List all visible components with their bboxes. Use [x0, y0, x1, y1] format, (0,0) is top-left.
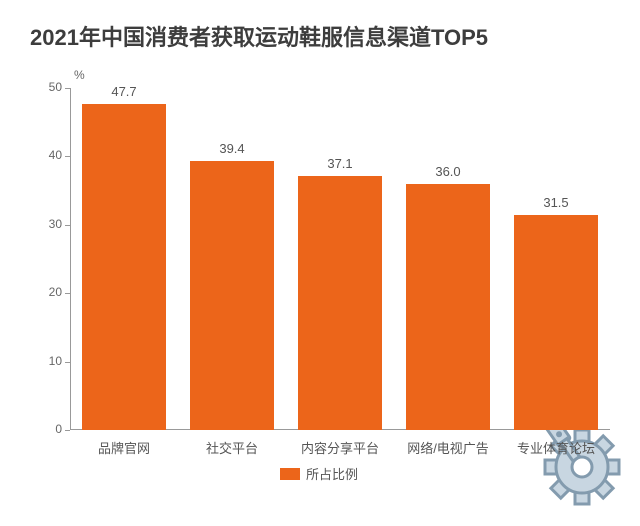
- y-tick-label: 50: [34, 80, 62, 94]
- y-tick-mark: [65, 430, 70, 431]
- y-tick-label: 40: [34, 148, 62, 162]
- y-tick-mark: [65, 156, 70, 157]
- y-tick-mark: [65, 362, 70, 363]
- bar: [82, 104, 166, 430]
- x-tick-label: 专业体育论坛: [517, 438, 595, 457]
- bar-value-label: 37.1: [327, 156, 352, 171]
- y-tick-mark: [65, 225, 70, 226]
- bar: [298, 176, 382, 430]
- bar-value-label: 39.4: [219, 141, 244, 156]
- chart-title: 2021年中国消费者获取运动鞋服信息渠道TOP5: [30, 20, 488, 52]
- bar-value-label: 47.7: [111, 84, 136, 99]
- bar-value-label: 31.5: [543, 195, 568, 210]
- x-tick-label: 品牌官网: [98, 438, 150, 457]
- bar: [190, 161, 274, 430]
- y-tick-mark: [65, 88, 70, 89]
- gear-watermark-icon: [524, 415, 634, 520]
- chart-stage: 2021年中国消费者获取运动鞋服信息渠道TOP5 % 所占比例: [0, 0, 640, 526]
- y-tick-label: 20: [34, 285, 62, 299]
- legend-swatch: [280, 468, 300, 480]
- y-tick-label: 0: [34, 422, 62, 436]
- bar: [406, 184, 490, 430]
- y-axis-line: [70, 88, 71, 430]
- y-tick-mark: [65, 293, 70, 294]
- bar: [514, 215, 598, 430]
- y-tick-label: 30: [34, 217, 62, 231]
- bar-value-label: 36.0: [435, 164, 460, 179]
- legend-label: 所占比例: [306, 464, 358, 483]
- y-tick-label: 10: [34, 354, 62, 368]
- x-tick-label: 内容分享平台: [301, 438, 379, 457]
- x-tick-label: 网络/电视广告: [407, 438, 489, 457]
- legend: 所占比例: [280, 464, 358, 483]
- y-axis-unit: %: [74, 68, 85, 82]
- x-tick-label: 社交平台: [206, 438, 258, 457]
